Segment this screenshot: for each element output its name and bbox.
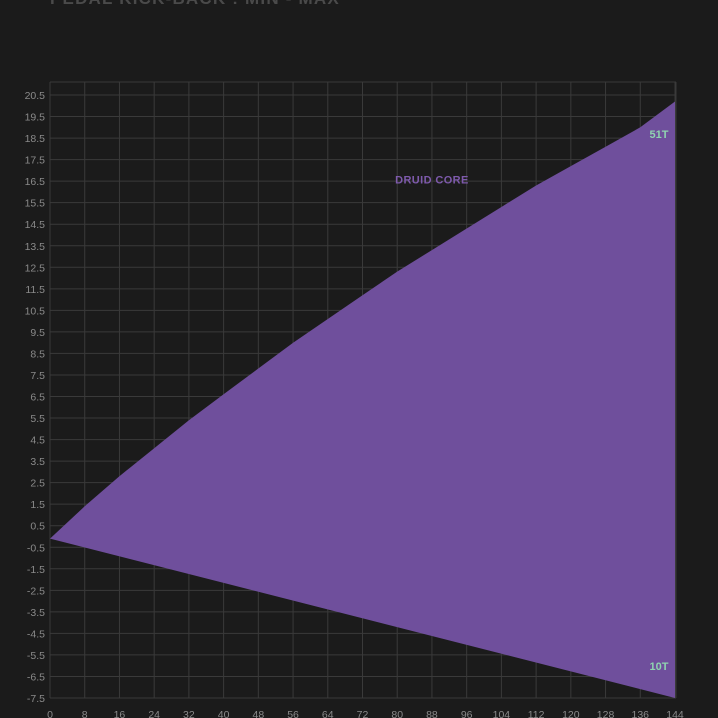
x-tick-label: 112 — [528, 709, 545, 718]
x-tick-label: 32 — [183, 709, 195, 718]
x-tick-label: 120 — [562, 709, 580, 718]
y-tick-label: 17.5 — [25, 155, 46, 167]
x-tick-label: 88 — [426, 709, 438, 718]
x-tick-label: 96 — [461, 709, 473, 718]
y-tick-label: 4.5 — [30, 435, 45, 447]
x-tick-label: 80 — [391, 709, 403, 718]
y-tick-label: 1.5 — [30, 499, 45, 511]
upper-curve-label: 51T — [650, 129, 669, 141]
y-tick-label: 10.5 — [25, 305, 46, 317]
y-tick-label: -0.5 — [27, 542, 45, 554]
x-tick-label: 128 — [597, 709, 615, 718]
y-tick-label: 20.5 — [25, 90, 46, 102]
series-area-0 — [50, 101, 675, 698]
x-axis-ticks: 0 8 16 24 32 40 48 56 64 72 80 88 96 104 112 120 128 136 1… — [47, 709, 684, 718]
y-tick-label: -3.5 — [27, 607, 45, 619]
y-axis-ticks: 20.5 19.5 18.5 17.5 16.5 15.5 14.5 13.5 12.5 11.5… — [25, 90, 46, 705]
plot-area — [50, 101, 675, 698]
x-tick-label: 8 — [82, 709, 88, 718]
y-tick-label: 7.5 — [30, 370, 45, 382]
y-tick-label: 12.5 — [25, 262, 46, 274]
y-tick-label: -2.5 — [27, 585, 45, 597]
y-tick-label: 16.5 — [25, 176, 46, 188]
y-tick-label: 8.5 — [30, 348, 45, 360]
x-tick-label: 56 — [287, 709, 299, 718]
y-tick-label: 5.5 — [30, 413, 45, 425]
y-tick-label: -1.5 — [27, 564, 45, 576]
x-tick-label: 24 — [148, 709, 160, 718]
x-tick-label: 136 — [632, 709, 650, 718]
y-tick-label: 18.5 — [25, 133, 46, 145]
x-tick-label: 72 — [357, 709, 369, 718]
y-tick-label: 14.5 — [25, 219, 46, 231]
y-tick-label: 2.5 — [30, 478, 45, 490]
x-tick-label: 64 — [322, 709, 334, 718]
y-tick-label: -5.5 — [27, 650, 45, 662]
chart-title: PEDAL KICK-BACK : MIN - MAX — [50, 0, 340, 8]
x-tick-label: 144 — [666, 709, 684, 718]
y-tick-label: -7.5 — [27, 693, 45, 705]
y-tick-label: 6.5 — [30, 392, 45, 404]
x-tick-label: 0 — [47, 709, 53, 718]
y-tick-label: 13.5 — [25, 241, 46, 253]
series-labels: DRUID CORE 51T 10T — [395, 129, 669, 673]
x-tick-label: 48 — [252, 709, 264, 718]
x-tick-label: 16 — [114, 709, 126, 718]
y-tick-label: 0.5 — [30, 521, 45, 533]
x-tick-label: 40 — [218, 709, 230, 718]
y-tick-label: -6.5 — [27, 671, 45, 683]
y-tick-label: 15.5 — [25, 198, 46, 210]
series-name-label: DRUID CORE — [395, 174, 469, 186]
x-tick-label: 104 — [493, 709, 511, 718]
y-tick-label: -4.5 — [27, 628, 45, 640]
y-tick-label: 9.5 — [30, 327, 45, 339]
lower-curve-label: 10T — [650, 661, 669, 673]
y-tick-label: 19.5 — [25, 112, 46, 124]
y-tick-label: 11.5 — [25, 284, 45, 296]
y-tick-label: 3.5 — [30, 456, 45, 468]
